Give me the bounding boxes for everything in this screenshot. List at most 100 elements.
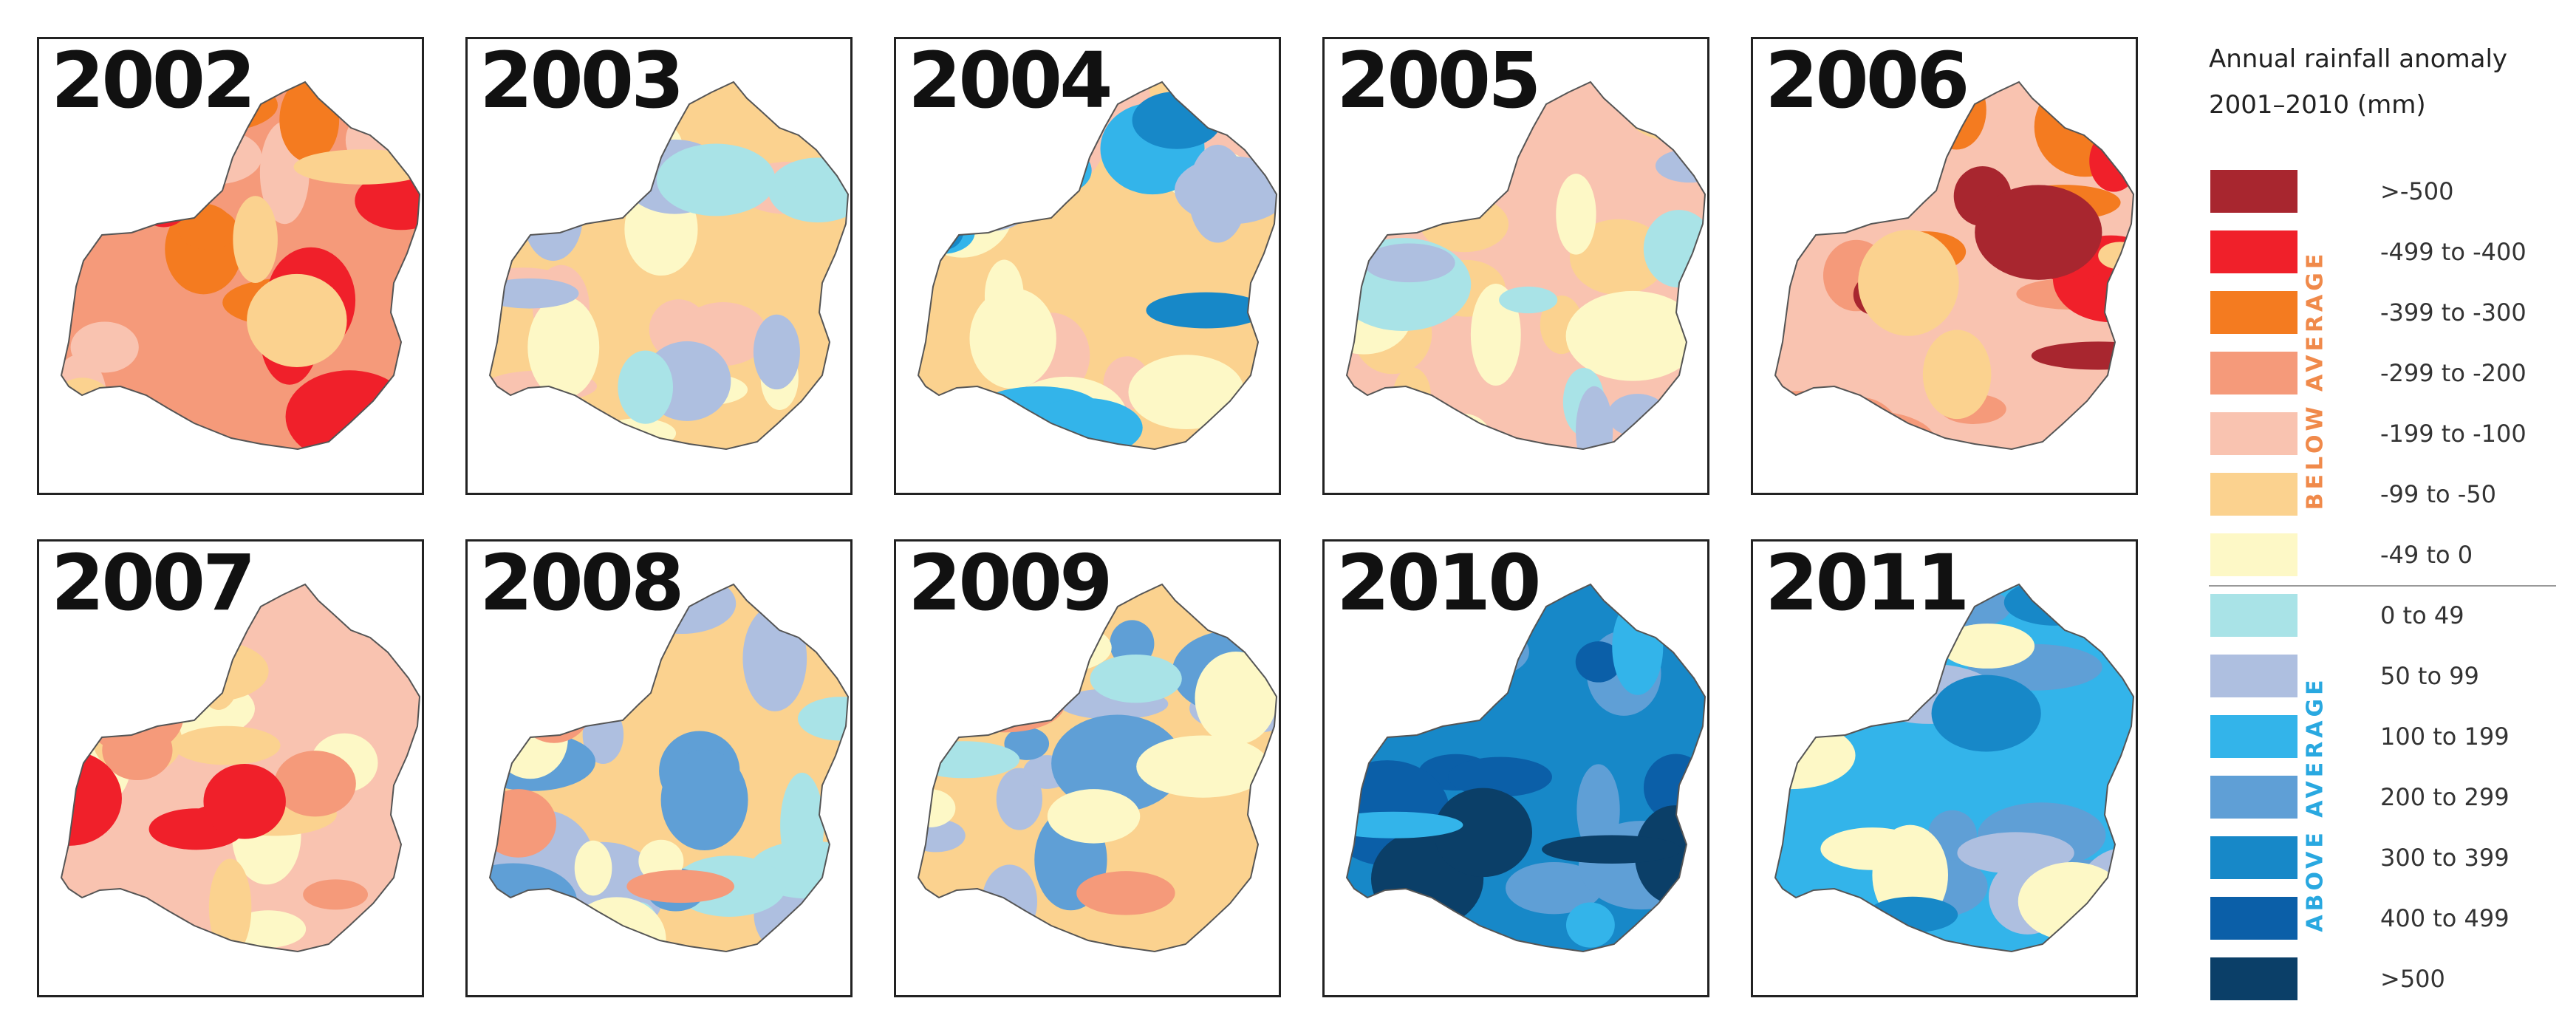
region-outline: [1774, 583, 2135, 953]
anomaly-patch: [1800, 909, 1847, 952]
anomaly-patch: [1015, 623, 1112, 672]
anomaly-patch: [1858, 230, 1959, 336]
map-panel-2006: 2006: [1751, 37, 2138, 495]
legend-range-label: -499 to -400: [2380, 238, 2527, 266]
anomaly-patch: [601, 418, 677, 448]
anomaly-patch: [1817, 397, 1904, 449]
year-label: 2010: [1336, 539, 1541, 628]
legend-swatch: [2210, 594, 2297, 637]
anomaly-patch: [1433, 413, 1491, 449]
rainfall-map-2002: [60, 81, 421, 451]
anomaly-patch: [355, 171, 420, 230]
anomaly-patch: [2100, 905, 2133, 952]
anomaly-patch: [155, 641, 269, 702]
anomaly-patch: [1556, 174, 1596, 255]
anomaly-patch: [918, 741, 1020, 779]
anomaly-patch: [1542, 835, 1682, 864]
anomaly-patch: [660, 749, 748, 851]
region-outline: [1345, 81, 1706, 451]
legend-swatch: [2210, 715, 2297, 758]
anomaly-patch: [918, 140, 1025, 182]
anomaly-patch: [274, 751, 356, 817]
anomaly-patch: [1975, 185, 2102, 280]
year-label: 2007: [51, 539, 256, 628]
map-panel-2003: 2003: [465, 37, 853, 495]
anomaly-patch: [926, 212, 964, 250]
anomaly-patch: [918, 211, 975, 254]
legend-divider: [2209, 585, 2556, 587]
anomaly-patch: [1047, 789, 1141, 844]
legend-swatch: [2210, 170, 2297, 213]
region-outline: [60, 583, 421, 953]
anomaly-patch: [1136, 735, 1270, 798]
anomaly-patch: [1393, 367, 1431, 425]
legend-swatch: [2210, 412, 2297, 455]
map-panel-2010: 2010: [1322, 539, 1709, 997]
anomaly-patch: [946, 132, 1042, 231]
legend-range-label: 300 to 399: [2380, 844, 2510, 872]
region-outline: [60, 81, 421, 451]
legend-swatch: [2210, 957, 2297, 1000]
anomaly-patch: [1417, 637, 1472, 679]
anomaly-patch: [918, 917, 990, 952]
year-label: 2008: [479, 539, 684, 628]
anomaly-patch: [2034, 82, 2133, 177]
legend: Annual rainfall anomaly 2001–2010 (mm) >…: [2209, 44, 2563, 1005]
anomaly-patch: [303, 879, 369, 910]
anomaly-patch: [1820, 827, 1924, 870]
anomaly-patch: [208, 858, 252, 952]
anomaly-patch: [969, 288, 1056, 389]
anomaly-patch: [1922, 329, 1992, 420]
anomaly-patch: [945, 677, 1065, 733]
legend-range-label: 400 to 499: [2380, 904, 2510, 932]
map-panel-2009: 2009: [894, 539, 1281, 997]
above-average-label: ABOVE AVERAGE: [2302, 676, 2329, 932]
anomaly-patch: [1229, 598, 1277, 634]
anomaly-patch: [490, 278, 579, 309]
anomaly-patch: [1004, 727, 1050, 760]
legend-swatch: [2210, 776, 2297, 819]
rainfall-map-2004: [917, 81, 1278, 451]
anomaly-patch: [1845, 116, 1915, 216]
legend-subtitle: 2001–2010 (mm): [2209, 90, 2426, 120]
anomaly-patch: [567, 897, 666, 952]
anomaly-patch: [1940, 624, 2035, 669]
anomaly-patch: [527, 296, 600, 399]
legend-range-label: -49 to 0: [2380, 541, 2473, 569]
anomaly-patch: [1499, 286, 1558, 314]
below-average-label: BELOW AVERAGE: [2302, 250, 2329, 510]
map-panel-2007: 2007: [37, 539, 424, 997]
anomaly-patch: [1797, 410, 1936, 449]
anomaly-patch: [173, 725, 281, 765]
legend-range-label: -199 to -100: [2380, 420, 2527, 448]
legend-range-label: >500: [2380, 965, 2445, 993]
anomaly-patch: [574, 840, 612, 896]
year-label: 2003: [479, 37, 684, 126]
anomaly-patch: [102, 720, 173, 781]
anomaly-patch: [1576, 386, 1613, 449]
anomaly-patch: [1931, 674, 2041, 752]
rainfall-map-2007: [60, 583, 421, 953]
anomaly-patch: [1076, 871, 1175, 915]
anomaly-patch: [968, 646, 1014, 712]
anomaly-patch: [783, 180, 848, 217]
anomaly-patch: [1347, 811, 1463, 838]
anomaly-patch: [233, 196, 278, 284]
map-panel-2004: 2004: [894, 37, 1281, 495]
map-panel-2002: 2002: [37, 37, 424, 495]
year-label: 2005: [1336, 37, 1541, 126]
anomaly-patch: [1021, 146, 1092, 195]
rainfall-map-2008: [488, 583, 850, 953]
anomaly-patch: [797, 697, 848, 741]
year-label: 2009: [908, 539, 1113, 628]
anomaly-patch: [1434, 788, 1533, 878]
anomaly-patch: [490, 789, 556, 858]
region-outline: [917, 583, 1278, 953]
legend-range-label: 200 to 299: [2380, 783, 2510, 811]
legend-swatch: [2210, 230, 2297, 273]
anomaly-patch: [1090, 655, 1182, 703]
anomaly-patch: [1575, 641, 1622, 683]
rainfall-map-2011: [1774, 583, 2135, 953]
anomaly-patch: [1569, 219, 1667, 295]
map-panel-2005: 2005: [1322, 37, 1709, 495]
